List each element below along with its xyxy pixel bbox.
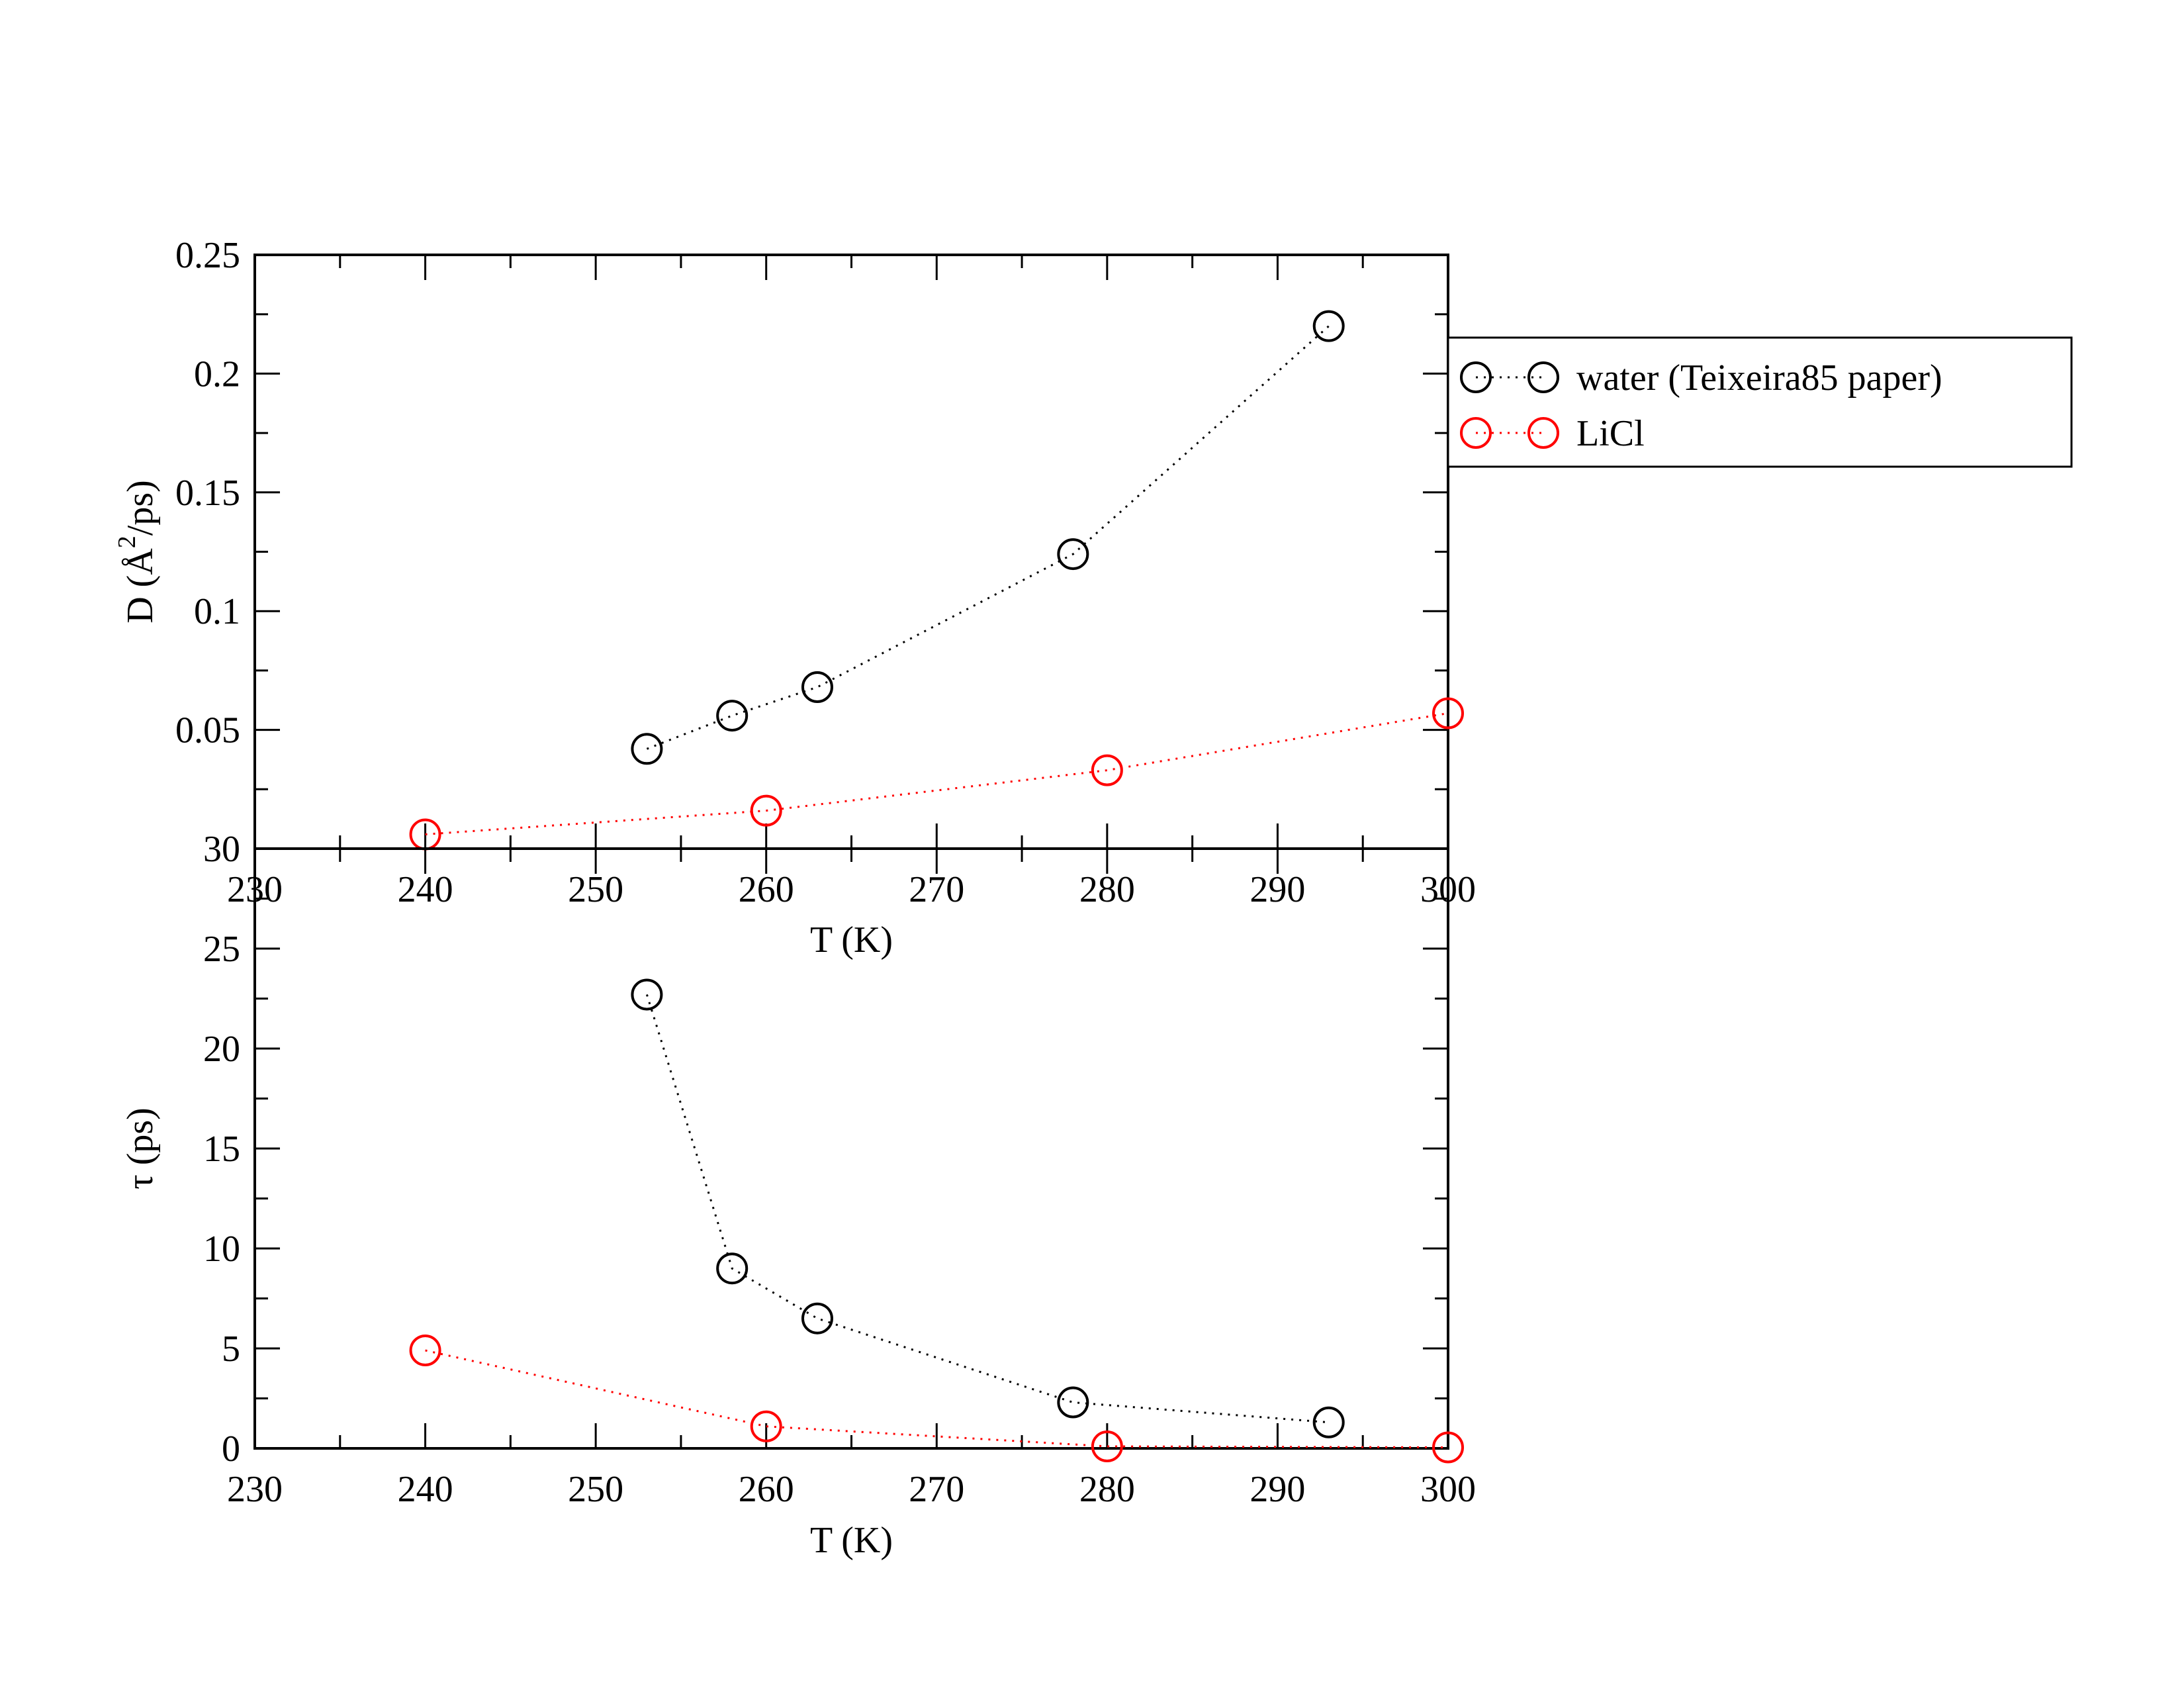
y-tick-label: 20 — [203, 1029, 240, 1070]
y-tick-label: 0.1 — [194, 591, 240, 632]
data-point — [631, 733, 663, 765]
legend-label-water: water (Teixeira85 paper) — [1576, 357, 1942, 399]
legend-marker-water — [1527, 361, 1559, 393]
legend-label-licl: LiCl — [1576, 413, 1645, 454]
legend-marker-licl — [1527, 417, 1559, 449]
data-point — [716, 1252, 749, 1285]
x-tick-label: 290 — [1250, 869, 1305, 910]
data-point — [1312, 310, 1345, 342]
y-axis-title: D (Å2/ps) — [113, 480, 161, 624]
data-point — [750, 1410, 782, 1442]
y-tick-label: 30 — [203, 829, 240, 870]
x-tick-label: 250 — [568, 869, 623, 910]
x-tick-label: 280 — [1079, 1469, 1135, 1510]
series-line — [646, 325, 1330, 750]
x-tick-label: 270 — [909, 869, 964, 910]
x-tick-label: 240 — [398, 1469, 453, 1510]
y-tick-label: 0.2 — [194, 353, 240, 395]
data-point — [1091, 754, 1123, 786]
x-tick-label: 240 — [398, 869, 453, 910]
x-tick-label: 250 — [568, 1469, 623, 1510]
series-line — [425, 712, 1449, 835]
y-tick-label: 25 — [203, 929, 240, 970]
x-axis-title: T (K) — [810, 1520, 893, 1561]
x-tick-label: 260 — [739, 1469, 794, 1510]
y-tick-label: 5 — [222, 1329, 240, 1370]
data-point — [1057, 538, 1089, 571]
legend-marker-water — [1460, 361, 1492, 393]
y-tick-label: 0.25 — [175, 235, 240, 276]
plot-frame — [253, 254, 1449, 850]
x-tick-label: 300 — [1420, 1469, 1476, 1510]
bottom-panel: 230 240 250 260 270 280 290 300 0 5 10 15 20 25 30 T (K… — [120, 829, 1476, 1561]
x-tick-label: 290 — [1250, 1469, 1305, 1510]
x-tick-label: 230 — [227, 1469, 283, 1510]
x-tick-label: 260 — [739, 869, 794, 910]
data-point — [1432, 1431, 1464, 1464]
series-licl — [409, 697, 1464, 851]
legend-marker-licl — [1460, 417, 1492, 449]
data-point — [750, 794, 782, 827]
data-point — [716, 700, 749, 732]
series-water — [631, 978, 1345, 1438]
series-water — [631, 310, 1345, 765]
data-point — [1432, 697, 1464, 729]
data-point — [1312, 1406, 1345, 1438]
legend-entry-water: water (Teixeira85 paper) — [1460, 357, 1942, 399]
y-tick-label: 10 — [203, 1229, 240, 1270]
data-point — [409, 1335, 441, 1367]
data-point — [1057, 1386, 1089, 1419]
y-tick-label: 0 — [222, 1429, 240, 1470]
data-point — [631, 978, 663, 1011]
y-tick-label: 0.05 — [175, 710, 240, 751]
series-line — [645, 994, 1329, 1424]
data-point — [801, 671, 833, 704]
y-tick-label: 0.15 — [175, 473, 240, 514]
data-point — [801, 1302, 833, 1335]
top-panel: 230 240 250 260 270 280 290 3000.050.10.150.20.… — [113, 235, 1476, 961]
data-point — [1091, 1430, 1123, 1462]
y-tick-label: 15 — [203, 1129, 240, 1170]
x-axis-title: T (K) — [810, 919, 893, 961]
x-tick-label: 280 — [1079, 869, 1135, 910]
legend-entry-licl: LiCl — [1460, 413, 1645, 454]
x-tick-label: 270 — [909, 1469, 964, 1510]
legend: water (Teixeira85 paper) LiCl — [1447, 336, 2073, 468]
series-licl — [409, 1335, 1464, 1464]
y-axis-title: τ (ps) — [120, 1107, 161, 1190]
